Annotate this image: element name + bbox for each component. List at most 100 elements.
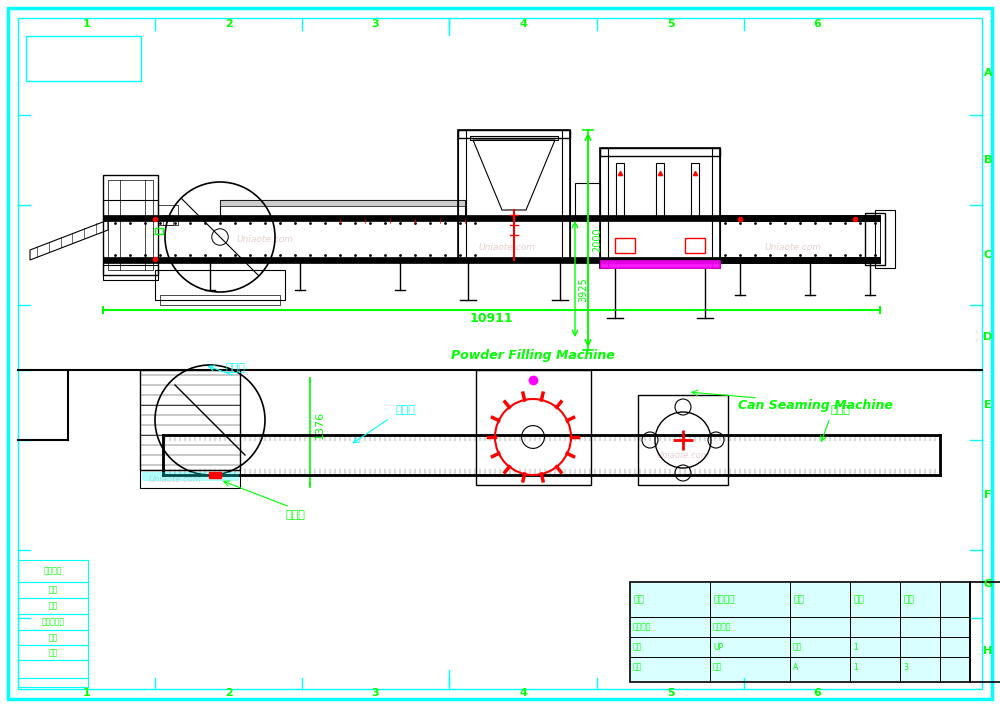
Text: 页数: 页数 — [793, 595, 804, 604]
Bar — [458, 130, 570, 138]
Text: 图号: 图号 — [903, 595, 914, 604]
Bar — [600, 260, 720, 268]
Text: 签字: 签字 — [48, 633, 58, 642]
Bar — [18, 630, 88, 645]
Bar — [638, 395, 728, 485]
Text: 6: 6 — [814, 19, 821, 29]
Bar — [720, 215, 880, 221]
Text: 3: 3 — [372, 688, 379, 698]
Text: H: H — [983, 646, 993, 657]
Text: 比例: 比例 — [853, 595, 864, 604]
Bar — [875, 210, 895, 268]
Text: 制盖机: 制盖机 — [285, 510, 305, 520]
Text: 装瓶机: 装瓶机 — [225, 363, 245, 373]
Text: 1: 1 — [853, 643, 858, 651]
Text: 数量: 数量 — [793, 643, 802, 651]
Bar — [18, 614, 88, 630]
Text: 1: 1 — [853, 662, 858, 672]
Text: A: A — [793, 662, 798, 672]
Bar — [630, 582, 970, 682]
Bar — [615, 238, 635, 253]
Text: Uniaote.com: Uniaote.com — [657, 450, 709, 460]
Bar — [562, 130, 570, 260]
Bar — [970, 582, 1000, 682]
Bar — [865, 213, 885, 265]
Text: 版本: 版本 — [713, 662, 722, 672]
Bar — [600, 148, 608, 268]
Bar — [600, 148, 720, 156]
Bar — [155, 228, 163, 234]
Text: UP: UP — [713, 643, 723, 651]
Text: 规格: 规格 — [633, 662, 642, 672]
Text: 2: 2 — [225, 688, 232, 698]
Text: 设计编号: 设计编号 — [713, 595, 734, 604]
Text: 4: 4 — [519, 19, 527, 29]
Text: Uniaote.com: Uniaote.com — [149, 476, 201, 484]
Text: Uniaote.com: Uniaote.com — [765, 243, 822, 252]
Text: 罐装干粉: 罐装干粉 — [633, 622, 652, 631]
Text: B: B — [984, 155, 992, 165]
Text: Uniaote.com: Uniaote.com — [237, 235, 294, 245]
Bar — [631, 583, 969, 681]
Bar — [712, 148, 720, 268]
Bar — [600, 148, 720, 268]
Text: 2: 2 — [225, 19, 232, 29]
Bar — [140, 405, 240, 435]
Bar — [103, 175, 158, 275]
Text: D: D — [983, 332, 993, 342]
Text: 5: 5 — [667, 688, 674, 698]
Bar — [18, 645, 88, 660]
Bar — [103, 200, 158, 220]
Text: 重量: 重量 — [48, 585, 58, 595]
Bar — [142, 472, 238, 480]
Bar — [656, 163, 664, 218]
Bar — [18, 560, 88, 582]
Bar — [103, 218, 880, 260]
Bar — [685, 238, 705, 253]
Text: 项目概述: 项目概述 — [44, 566, 62, 575]
Bar — [220, 200, 465, 206]
Text: 送罐机: 送罐机 — [830, 405, 850, 415]
Text: 1: 1 — [83, 19, 90, 29]
Text: 3: 3 — [372, 19, 379, 29]
Bar — [18, 660, 88, 678]
Text: A: A — [984, 67, 992, 78]
Bar — [163, 435, 940, 475]
Bar — [220, 200, 465, 218]
Bar — [163, 215, 173, 225]
Text: 2000: 2000 — [592, 228, 602, 252]
Bar — [458, 130, 466, 260]
Text: 3: 3 — [903, 662, 908, 672]
Bar — [140, 470, 240, 488]
Bar — [160, 295, 280, 305]
Bar — [103, 265, 158, 280]
Bar — [720, 257, 880, 263]
Bar — [470, 136, 558, 140]
Bar — [720, 218, 880, 260]
Bar — [155, 270, 285, 300]
Text: 4: 4 — [519, 688, 527, 698]
Text: 1376: 1376 — [315, 411, 325, 439]
Text: 5: 5 — [667, 19, 674, 29]
Text: 重量: 重量 — [48, 602, 58, 611]
Bar — [26, 36, 141, 81]
Text: F: F — [984, 490, 992, 500]
Text: 6: 6 — [814, 688, 821, 698]
Bar — [458, 130, 570, 260]
Text: 天平机: 天平机 — [395, 405, 415, 415]
Text: 1: 1 — [83, 688, 90, 698]
Bar — [103, 215, 880, 221]
Bar — [103, 257, 880, 263]
Bar — [108, 180, 153, 270]
Bar — [140, 370, 240, 470]
Text: Can Seaming Machine: Can Seaming Machine — [738, 399, 893, 411]
Bar — [691, 163, 699, 218]
Text: 3925: 3925 — [578, 278, 588, 303]
Bar — [18, 678, 88, 687]
Text: C: C — [984, 250, 992, 260]
Text: Powder Filling Machine: Powder Filling Machine — [451, 349, 615, 361]
Bar — [18, 582, 88, 598]
Bar — [616, 163, 624, 218]
Bar — [18, 598, 88, 614]
Bar — [575, 183, 600, 218]
